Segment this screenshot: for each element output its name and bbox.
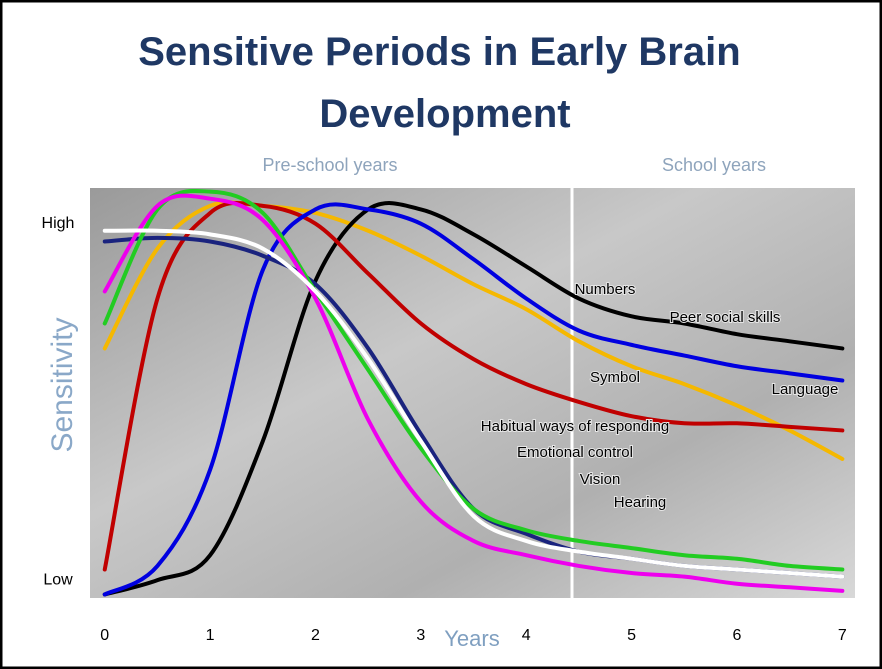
background-photo [90,188,855,598]
series-label: Habitual ways of responding [481,418,669,435]
x-tick-label: 0 [100,627,109,644]
series-label: Hearing [614,494,667,511]
x-tick-label: 5 [627,627,636,644]
title-line: Sensitive Periods in Early Brain [138,30,740,74]
series-line [102,202,845,597]
series-line [102,193,845,593]
x-tick-label: 4 [522,627,531,644]
x-tick-label: 3 [416,627,425,644]
y-tick-label: High [42,215,75,232]
series-label: Numbers [575,281,636,298]
series-line [102,201,845,597]
series-label: Emotional control [517,444,633,461]
x-tick-label: 1 [206,627,215,644]
x-tick-label: 6 [733,627,742,644]
series-label: Language [772,381,839,398]
plot: 0 1 2 3 4 5 6 7 Low High Numbers Peer social skills… [42,189,847,644]
y-axis-label: Sensitivity [46,317,79,452]
title-line: Development [319,92,570,136]
annotation: School years [662,155,766,175]
annotation: Pre-school years [262,155,397,175]
series-label: Vision [580,471,621,488]
series-line [102,228,845,579]
y-tick-label: Low [43,571,73,588]
series-line [102,200,845,461]
x-tick-label: 2 [311,627,320,644]
series-label: Symbol [590,369,640,386]
x-tick-label: 7 [838,627,847,644]
x-axis-label: Years [444,626,499,651]
series-label: Peer social skills [670,309,781,326]
chart-title: Sensitive Periods in Early Brain Develop… [138,30,752,136]
